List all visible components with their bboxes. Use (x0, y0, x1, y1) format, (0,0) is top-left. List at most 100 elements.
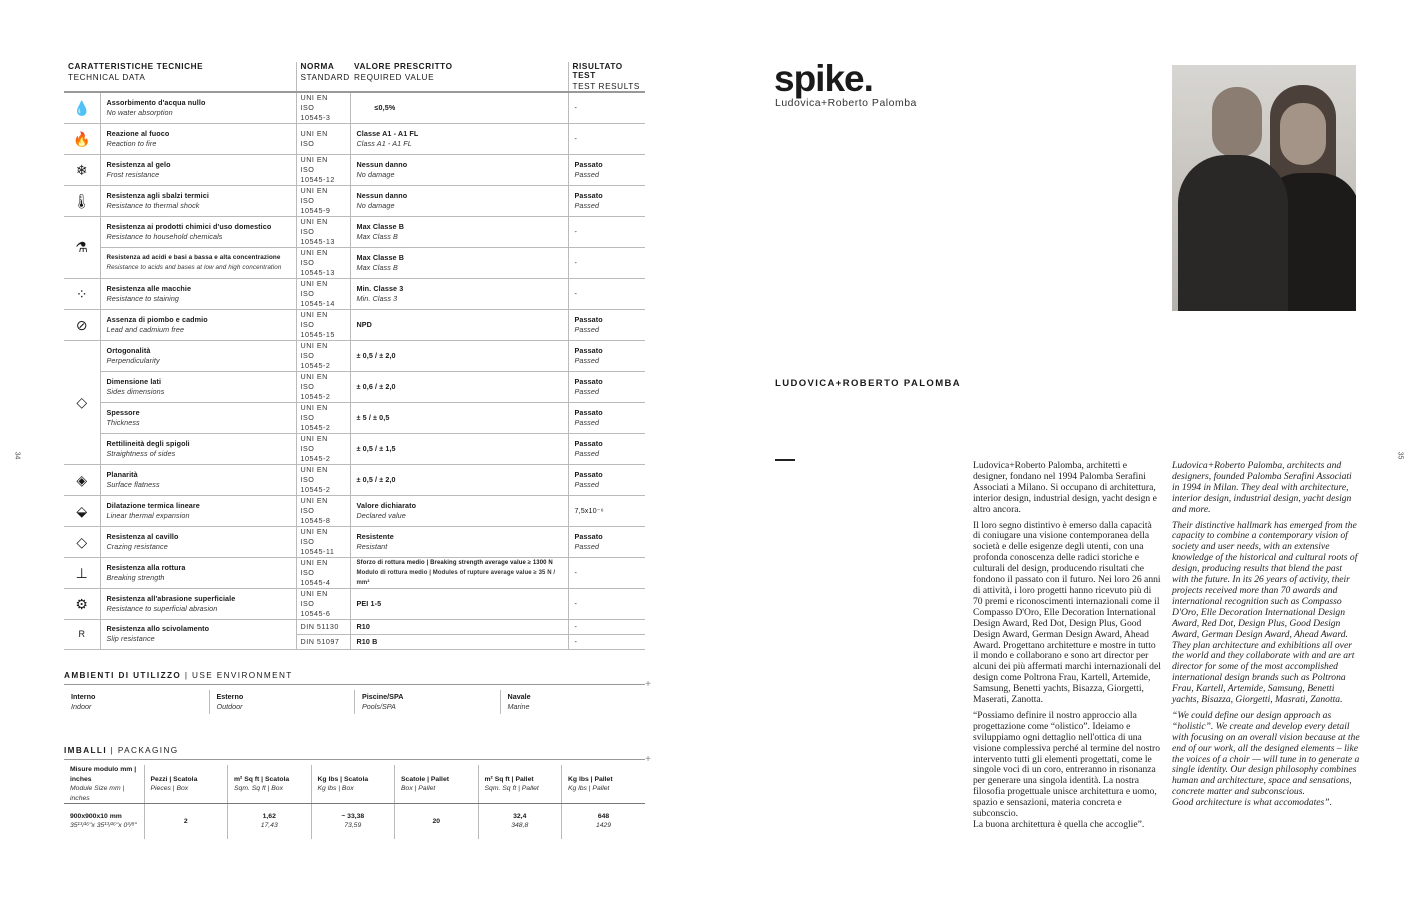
packaging-header-it: Pezzi | Scatola (150, 775, 198, 783)
standard: UNI EN ISO 10545-2 (295, 402, 351, 434)
required-value-en: Declared value (356, 510, 406, 520)
page-number-right: 35 (1396, 451, 1404, 460)
feature-name: Dilatazione termica lineare Linear therma… (100, 495, 296, 527)
standard: UNI EN ISO 10545-2 (295, 433, 351, 465)
table-row: 💧 Assorbimento d'acqua nullo No water abso… (64, 92, 645, 124)
test-result-it: Passato (574, 190, 603, 200)
feature-name-en: Resistance to thermal shock (106, 200, 200, 210)
required-value: ± 0,5 / ± 1,5 (350, 433, 568, 465)
packaging-header-en: Pieces | Box (150, 785, 189, 792)
page-number-left: 34 (13, 451, 21, 460)
required-value-it: ± 0,5 / ± 1,5 (356, 443, 396, 453)
test-result: - (567, 619, 645, 635)
test-result-it: Passato (574, 159, 603, 169)
table-row: ◇ Ortogonalità Perpendicularity UNI EN ISO … (64, 340, 645, 465)
plus-icon: + (645, 754, 651, 765)
required-value: ± 0,6 / ± 2,0 (350, 371, 568, 403)
test-result-it: - (574, 133, 577, 143)
environment-item: Piscine/SPA Pools/SPA (354, 690, 500, 714)
required-value-en: Min. Class 3 (356, 293, 398, 303)
packaging-header: m² Sq ft | Scatola Sqm. Sq ft | Box (227, 765, 311, 804)
feature-name-en: Breaking strength (106, 572, 165, 582)
test-result: - (567, 588, 645, 620)
breaking-strength-icon: ⊥ (64, 557, 101, 589)
table-row: ⊘ Assenza di piombo e cadmio Lead and cadm… (64, 309, 645, 341)
required-value-it: ± 0,5 / ± 2,0 (356, 350, 396, 360)
required-value: R10 B (350, 634, 568, 651)
feature-name: Resistenza alla rottura Breaking strength (100, 557, 296, 589)
use-environment-heading: AMBIENTI DI UTILIZZO | USE ENVIRONMENT + (64, 671, 651, 690)
test-result-it: - (574, 103, 577, 112)
packaging-header: Kg lbs | Scatola Kg lbs | Box (310, 765, 395, 804)
header-feature: CARATTERISTICHE TECNICHE TECHNICAL DATA (64, 62, 296, 93)
standard: UNI EN ISO 10545-2 (295, 464, 351, 496)
feature-name-en: Thickness (106, 417, 140, 427)
feature-name-it: Rettilineità degli spigoli (106, 438, 190, 448)
required-value: Min. Classe 3 Min. Class 3 (350, 278, 568, 310)
technical-table-header: CARATTERISTICHE TECNICHE TECHNICAL DATA N… (64, 62, 645, 93)
table-row: ⁘ Resistenza alle macchie Resistance to st… (64, 278, 645, 310)
table-row: Spessore Thickness UNI EN ISO 10545-2 ± 5 /… (64, 402, 645, 434)
required-value-en: Max Class B (356, 231, 398, 241)
table-row: ⚗ Resistenza ai prodotti chimici d'uso do… (64, 216, 645, 279)
required-value-it: Sforzo di rottura medio | Breaking stren… (356, 559, 553, 566)
test-result: Passato Passed (567, 340, 645, 372)
slip-r-icon: R (64, 619, 101, 651)
packaging-value-main: 1,62 (262, 812, 276, 820)
required-value: Nessun danno No damage (350, 154, 568, 186)
stain-dots-icon: ⁘ (64, 278, 101, 310)
test-result-en: Passed (574, 200, 600, 210)
table-row: Resistenza ad acidi e basi a bassa e alt… (64, 247, 645, 279)
test-result-it: Passato (574, 469, 603, 479)
table-row: ◈ Planarità Surface flatness UNI EN ISO 105… (64, 464, 645, 496)
standard: UNI EN ISO 10545-8 (295, 495, 351, 527)
packaging-value-alt: 348,8 (511, 822, 529, 830)
required-value: Classe A1 - A1 FL Class A1 - A1 FL (350, 123, 568, 155)
feature-name: Resistenza ai prodotti chimici d'uso dom… (100, 216, 296, 248)
required-value: PEI 1-5 (350, 588, 568, 620)
required-value: ≤0,5% (350, 92, 568, 124)
test-result: Passato Passed (567, 526, 645, 558)
tile-dimensions-icon: ◇ (64, 340, 101, 465)
abrasion-gear-icon: ⚙ (64, 588, 101, 620)
feature-name-en: Crazing resistance (106, 541, 168, 551)
required-value-it: Nessun danno (356, 159, 408, 169)
required-value: Nessun danno No damage (350, 185, 568, 217)
packaging-value-main: 900x900x10 mm (70, 812, 122, 820)
required-value-it: Min. Classe 3 (356, 283, 404, 293)
standard: UNI EN ISO 10545-2 (295, 340, 351, 372)
feature-name: Rettilineità degli spigoli Straightness o… (100, 433, 296, 465)
standard: UNI EN ISO 10545-3 (295, 92, 351, 124)
test-result-en: Passed (574, 448, 600, 458)
snowflake-icon: ❄ (64, 154, 101, 186)
feature-name: Planarità Surface flatness (100, 464, 296, 496)
fire-icon: 🔥 (64, 123, 101, 155)
test-result-it: Passato (574, 438, 603, 448)
packaging-header-en: Sqm. Sq ft | Pallet (484, 785, 539, 792)
required-value-it: Resistente (356, 531, 394, 541)
required-value-it: ± 0,6 / ± 2,0 (356, 381, 396, 391)
designers-portrait-photo (1172, 65, 1356, 311)
packaging-heading: IMBALLI | PACKAGING + (64, 746, 651, 765)
required-value: ± 5 / ± 0,5 (350, 402, 568, 434)
feature-name-it: Resistenza ai prodotti chimici d'uso dom… (106, 221, 272, 231)
environment-item: Navale Marine (499, 690, 646, 714)
test-result-it: - (574, 598, 577, 608)
required-value-it: Valore dichiarato (356, 500, 417, 510)
required-value: Valore dichiarato Declared value (350, 495, 568, 527)
surface-flatness-icon: ◈ (64, 464, 101, 496)
table-row: 🔥 Reazione al fuoco Reaction to fire UNI EN… (64, 123, 645, 155)
table-row: ⬙ Dilatazione termica lineare Linear therm… (64, 495, 645, 527)
test-result-it: Passato (574, 314, 603, 324)
packaging-value-alt: 35¹³/¹⁶"x 35¹³/¹⁶"x 0³/⁸" (70, 822, 137, 830)
environment-item: Esterno Outdoor (208, 690, 355, 714)
feature-name-it: Assenza di piombo e cadmio (106, 314, 208, 324)
standard: UNI EN ISO 10545-13 (295, 216, 351, 248)
packaging-header-en: Kg lbs | Pallet (568, 785, 610, 792)
feature-name: Assenza di piombo e cadmio Lead and cadmi… (100, 309, 296, 341)
packaging-value: 20 (394, 803, 478, 839)
required-value-it: NPD (356, 319, 372, 329)
packaging-value: 900x900x10 mm 35¹³/¹⁶"x 35¹³/¹⁶"x 0³/⁸" (64, 804, 144, 839)
feature-name: Dimensione lati Sides dimensions (100, 371, 296, 403)
test-result: Passato Passed (567, 185, 645, 217)
